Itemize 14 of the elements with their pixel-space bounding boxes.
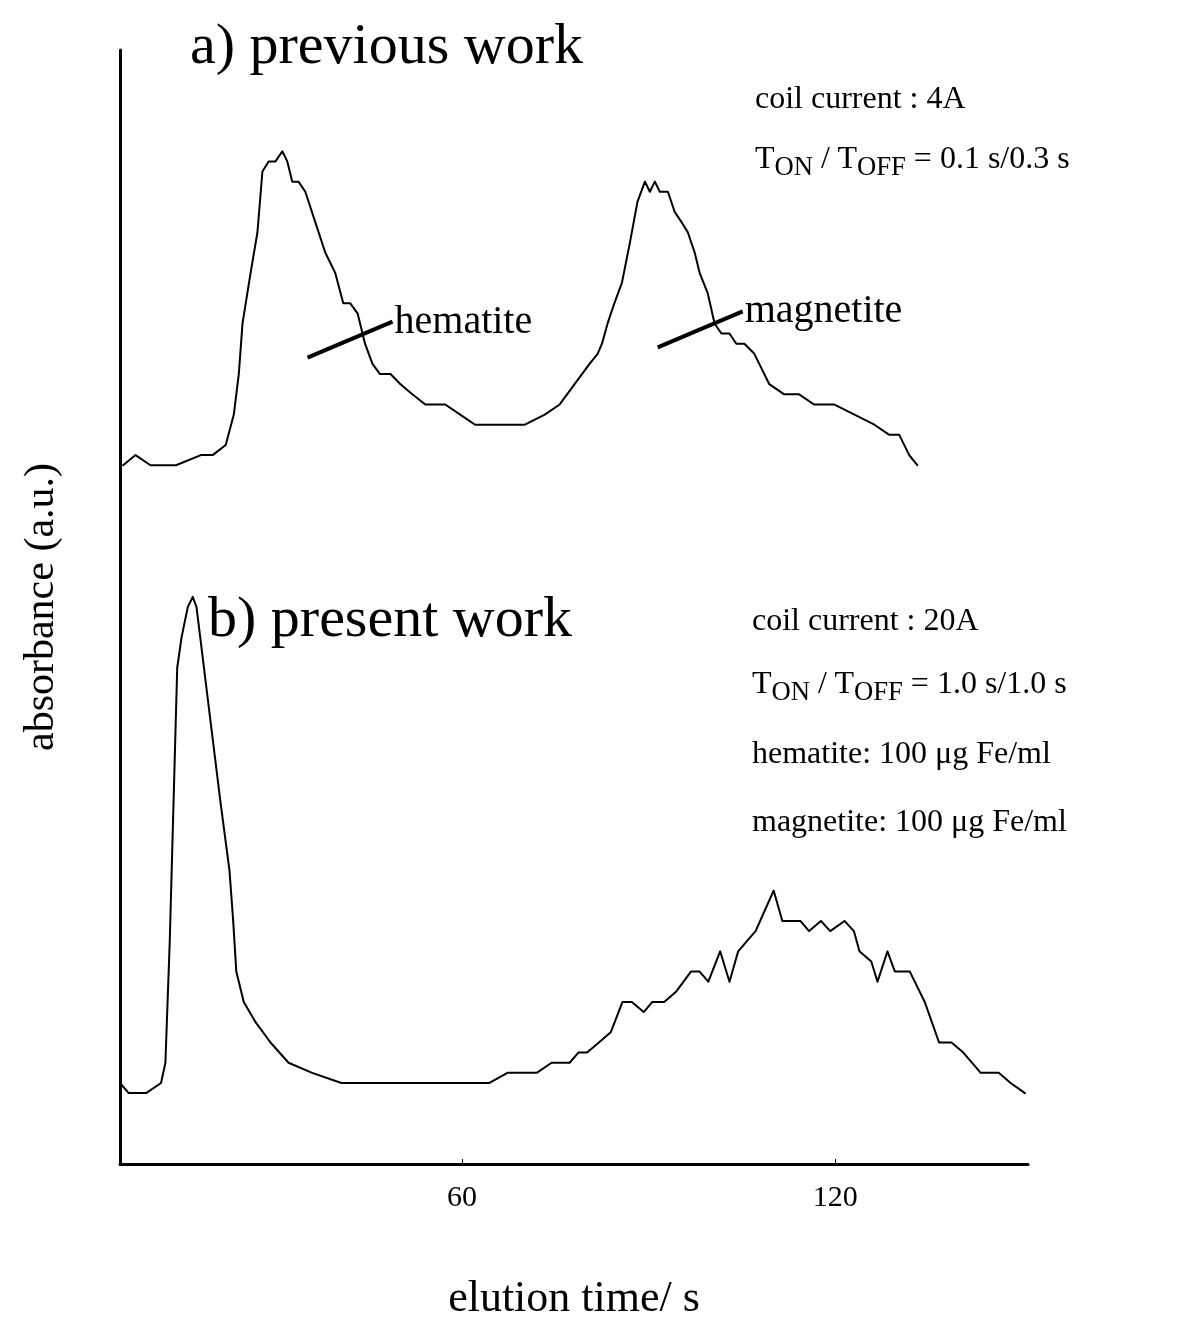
y-axis-title: absorbance (a.u.) [16, 462, 63, 752]
annotation: hematite: 100 μg Fe/ml [752, 734, 1051, 771]
annotation: T$_{ON}$ / T$_{OFF}$ = 1.0 s/1.0 s [752, 664, 1067, 707]
annotation: coil current : 20A [752, 601, 979, 638]
text: a) previous work [190, 11, 584, 76]
annotation: magnetite [744, 286, 903, 332]
x-axis-title: elution time/ s [448, 1271, 700, 1321]
annotation: T$_{ON}$ / T$_{OFF}$ = 0.1 s/0.3 s [755, 139, 1070, 182]
text: coil current : 4A [755, 79, 966, 116]
annotation: hematite [394, 296, 533, 342]
x-tick-label: 60 [447, 1178, 478, 1212]
x-tick-label: 120 [812, 1178, 858, 1212]
annotation: magnetite: 100 μg Fe/ml [752, 802, 1067, 839]
annotation: b) present work [208, 584, 573, 649]
